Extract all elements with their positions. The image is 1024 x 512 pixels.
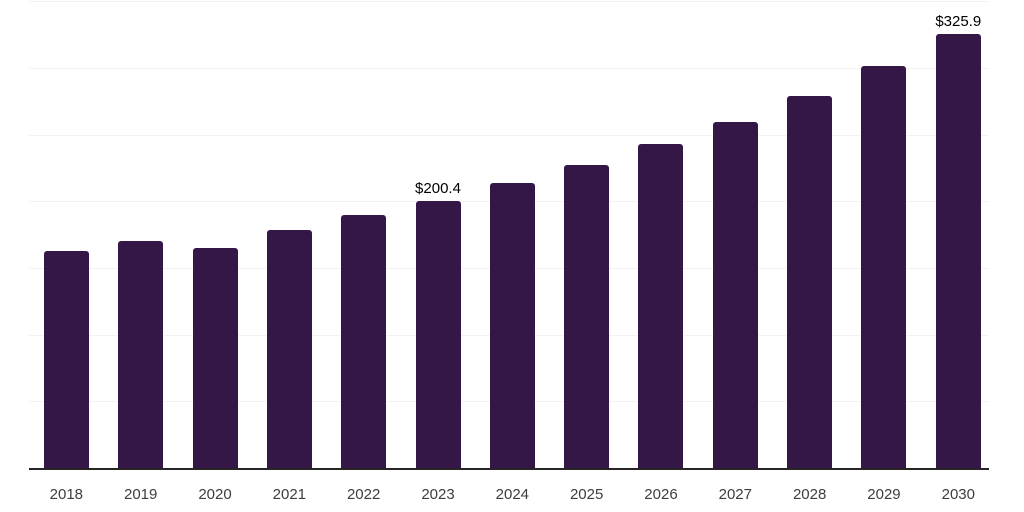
x-tick-label-2022: 2022	[346, 486, 381, 503]
bar-2020	[192, 247, 238, 469]
gridline-300	[29, 67, 989, 69]
x-tick-label-2030: 2030	[941, 486, 975, 503]
x-tick-label-2021: 2021	[272, 486, 307, 503]
bar-2022	[341, 214, 387, 469]
data-label-2023: $200.4	[415, 180, 461, 198]
x-tick-label-2024: 2024	[495, 486, 530, 503]
x-tick-label-2027: 2027	[718, 486, 752, 503]
x-tick-label-2028: 2028	[792, 486, 827, 503]
bar-2026	[638, 143, 684, 469]
x-tick-label-2019: 2019	[123, 486, 158, 503]
bar-2024	[489, 183, 535, 469]
x-tick-label-2026: 2026	[644, 486, 678, 503]
x-tick-label-2020: 2020	[198, 486, 232, 503]
bar-2021	[266, 229, 312, 469]
bar-2025	[564, 164, 610, 469]
x-tick-label-2025: 2025	[569, 486, 604, 503]
bar-2023	[415, 201, 461, 469]
bar-2019	[118, 240, 164, 469]
x-tick-label-2029: 2029	[867, 486, 901, 503]
x-axis-line	[29, 468, 989, 470]
gridline-250	[29, 134, 989, 136]
bar-2030	[935, 33, 981, 469]
bar-2027	[712, 121, 758, 469]
bar-2018	[43, 251, 89, 469]
x-tick-label-2018: 2018	[49, 486, 84, 503]
bar-2028	[787, 95, 833, 469]
gridline-350	[29, 1, 989, 3]
x-tick-label-2023: 2023	[421, 486, 455, 503]
bar-2029	[861, 65, 907, 469]
data-label-2030: $325.9	[935, 12, 982, 30]
